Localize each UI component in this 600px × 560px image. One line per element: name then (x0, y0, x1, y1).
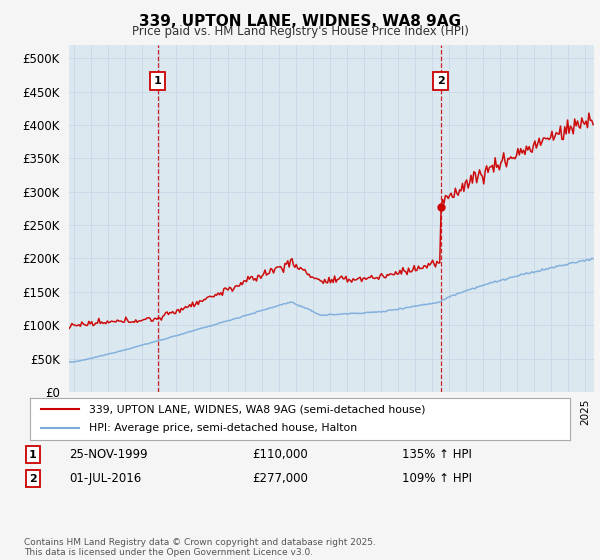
Text: 135% ↑ HPI: 135% ↑ HPI (402, 448, 472, 461)
Text: 1: 1 (154, 76, 161, 86)
Text: £277,000: £277,000 (252, 472, 308, 486)
Text: 109% ↑ HPI: 109% ↑ HPI (402, 472, 472, 486)
Text: 2: 2 (437, 76, 445, 86)
Text: 339, UPTON LANE, WIDNES, WA8 9AG: 339, UPTON LANE, WIDNES, WA8 9AG (139, 14, 461, 29)
Text: 25-NOV-1999: 25-NOV-1999 (69, 448, 148, 461)
Text: Contains HM Land Registry data © Crown copyright and database right 2025.
This d: Contains HM Land Registry data © Crown c… (24, 538, 376, 557)
Text: £110,000: £110,000 (252, 448, 308, 461)
Text: 339, UPTON LANE, WIDNES, WA8 9AG (semi-detached house): 339, UPTON LANE, WIDNES, WA8 9AG (semi-d… (89, 404, 426, 414)
Text: Price paid vs. HM Land Registry's House Price Index (HPI): Price paid vs. HM Land Registry's House … (131, 25, 469, 38)
Text: 01-JUL-2016: 01-JUL-2016 (69, 472, 141, 486)
Text: HPI: Average price, semi-detached house, Halton: HPI: Average price, semi-detached house,… (89, 423, 358, 433)
Text: 1: 1 (29, 450, 37, 460)
Text: 2: 2 (29, 474, 37, 484)
